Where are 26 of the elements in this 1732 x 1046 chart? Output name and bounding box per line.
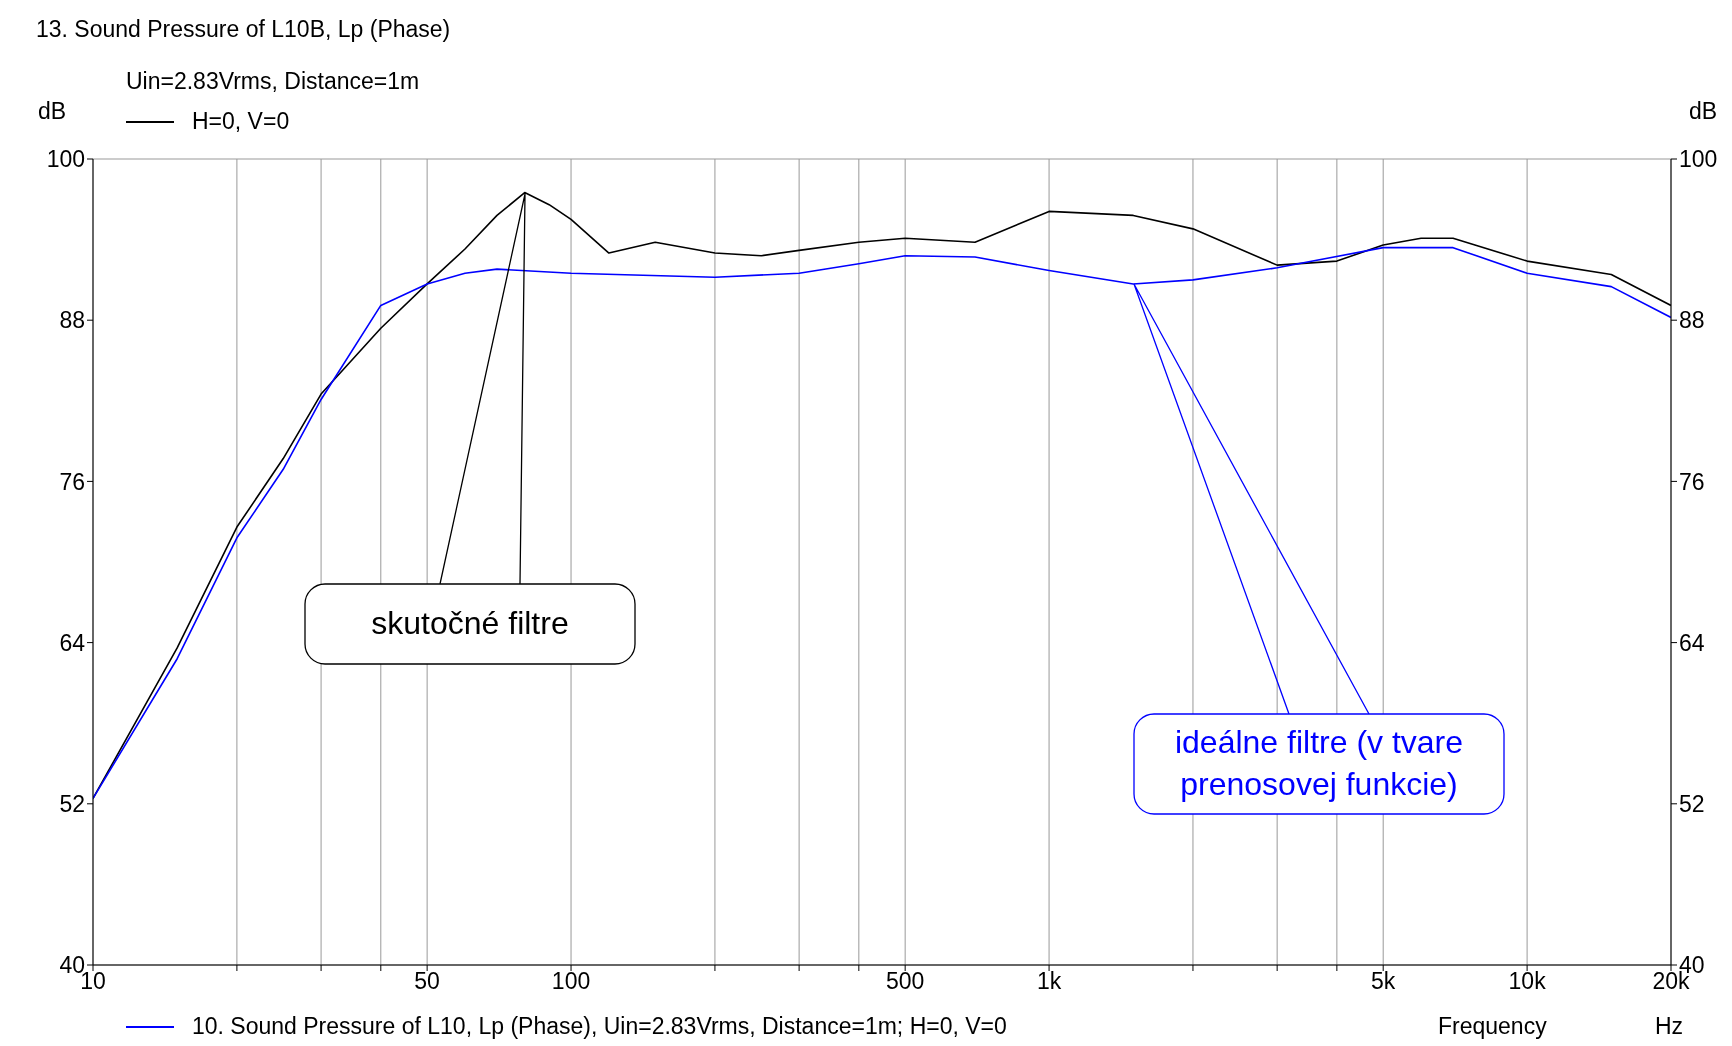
x-tick-label: 100 xyxy=(551,968,591,995)
annotation: ideálne filtre (v tvare prenosovej funkcie) xyxy=(1173,723,1465,804)
x-tick-label: 1k xyxy=(1036,968,1062,995)
legend-label: H=0, V=0 xyxy=(192,108,290,135)
y2-axis-title: dB xyxy=(1689,98,1718,125)
x-axis-title: Frequency xyxy=(1438,1013,1547,1040)
y-axis-title: dB xyxy=(38,98,67,125)
x-tick-label: 500 xyxy=(885,968,925,995)
y2-tick-label: 100 xyxy=(1679,146,1718,173)
annotation: skutočné filtre xyxy=(370,604,570,644)
y-tick-label: 52 xyxy=(59,790,85,817)
y2-tick-label: 64 xyxy=(1679,629,1705,656)
y2-tick-label: 88 xyxy=(1679,307,1705,334)
text: Hz xyxy=(1655,1013,1684,1040)
x-tick-label: 10k xyxy=(1508,968,1547,995)
x-tick-label: 50 xyxy=(414,968,440,995)
chart-subtitle: Uin=2.83Vrms, Distance=1m xyxy=(126,68,420,95)
y-tick-label: 76 xyxy=(59,468,85,495)
legend-label: 10. Sound Pressure of L10, Lp (Phase), Uin=2.83Vrms, Distance=1m; H=0, V=0 xyxy=(192,1013,1007,1040)
y-tick-label: 88 xyxy=(59,307,85,334)
chart-title: 13. Sound Pressure of L10B, Lp (Phase) xyxy=(36,16,451,43)
y2-tick-label: 52 xyxy=(1679,790,1705,817)
y2-tick-label: 76 xyxy=(1679,468,1705,495)
y-tick-label: 64 xyxy=(59,629,86,656)
y-tick-label: 100 xyxy=(46,146,85,173)
x-tick-label: 5k xyxy=(1371,968,1396,995)
